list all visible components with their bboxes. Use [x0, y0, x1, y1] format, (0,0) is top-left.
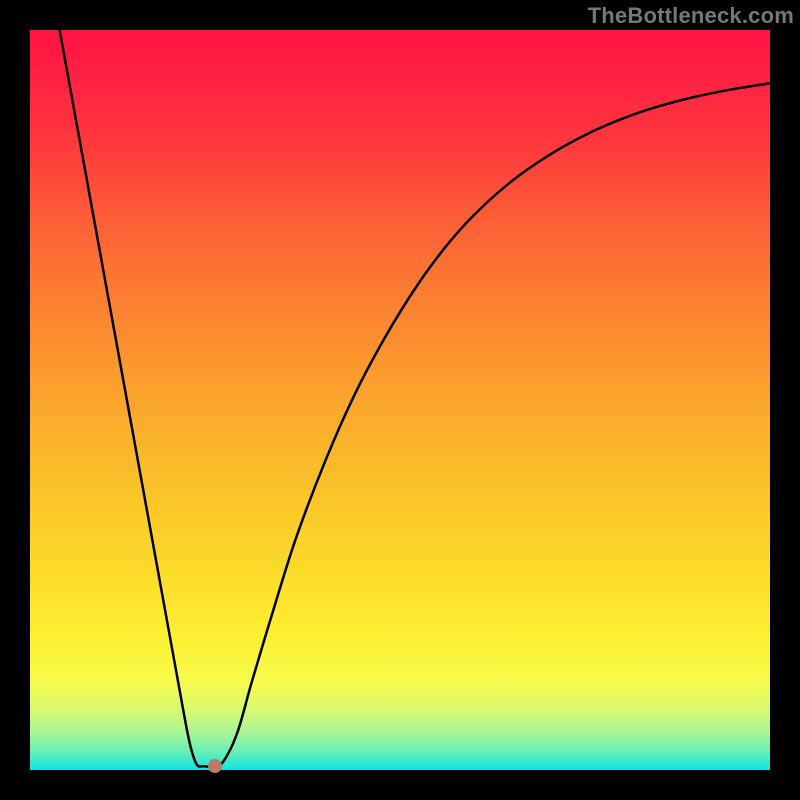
- watermark-text: TheBottleneck.com: [588, 3, 794, 29]
- bottleneck-curve-svg: [30, 30, 770, 770]
- chart-frame: TheBottleneck.com: [0, 0, 800, 800]
- optimal-point-marker: [208, 759, 222, 773]
- bottleneck-curve-path: [60, 30, 770, 767]
